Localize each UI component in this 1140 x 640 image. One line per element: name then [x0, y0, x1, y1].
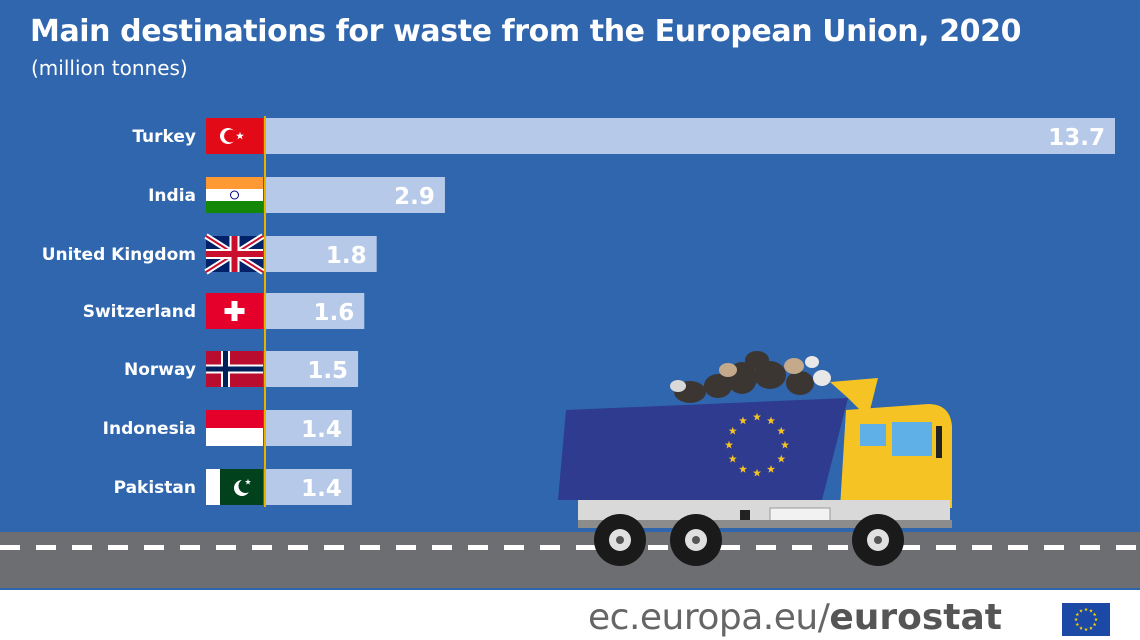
truck-wheels	[594, 514, 904, 566]
garbage-bags	[670, 351, 831, 403]
bar-value-label: 1.4	[301, 417, 342, 443]
bar	[265, 177, 445, 213]
bar	[265, 118, 1115, 154]
chart-subtitle: (million tonnes)	[31, 56, 188, 80]
turkey-flag-icon	[206, 118, 263, 154]
flags-layer	[204, 118, 265, 505]
uk-flag-icon	[204, 233, 265, 275]
bar	[265, 469, 352, 505]
category-label: Turkey	[132, 127, 196, 147]
bar-value-label: 1.8	[326, 243, 367, 269]
category-label: United Kingdom	[42, 245, 196, 265]
bar-chart: 13.7 Turkey 2.9 India 1.8 United Kingdom 1.6 Sw…	[42, 116, 1115, 566]
bar	[265, 293, 365, 329]
bar-value-label: 2.9	[394, 184, 435, 210]
footer: ec.europa.eu/eurostat	[588, 598, 1002, 638]
category-label: Switzerland	[83, 302, 196, 322]
switzerland-flag-icon	[206, 293, 263, 329]
category-label: Pakistan	[114, 478, 196, 498]
road	[0, 532, 1140, 588]
indonesia-flag-icon	[206, 410, 263, 446]
pakistan-flag-icon	[206, 469, 263, 505]
bar-value-label: 1.5	[307, 358, 348, 384]
bar	[265, 236, 377, 272]
footer-brand: eurostat	[829, 597, 1003, 638]
chart-title: Main destinations for waste from the Eur…	[30, 14, 1022, 49]
eu-flag-icon	[1062, 603, 1110, 636]
norway-flag-icon	[206, 351, 263, 387]
bar-value-label: 1.4	[301, 476, 342, 502]
category-label: India	[148, 186, 196, 206]
bar	[265, 410, 352, 446]
labels-layer: 13.7 Turkey 2.9 India 1.8 United Kingdom 1.6 Sw…	[42, 116, 1105, 507]
footer-site: ec.europa.eu/	[588, 597, 830, 638]
truck-bed	[558, 398, 848, 500]
category-label: Norway	[124, 360, 196, 380]
road-markings	[0, 545, 1140, 550]
bar-value-label: 1.6	[314, 300, 355, 326]
bars-layer	[265, 118, 1115, 505]
category-label: Indonesia	[103, 419, 196, 439]
india-flag-icon	[206, 177, 263, 213]
eu-stars-icon	[724, 412, 790, 477]
bar-value-label: 13.7	[1048, 125, 1105, 151]
garbage-truck-icon	[558, 351, 952, 566]
bar	[265, 351, 359, 387]
